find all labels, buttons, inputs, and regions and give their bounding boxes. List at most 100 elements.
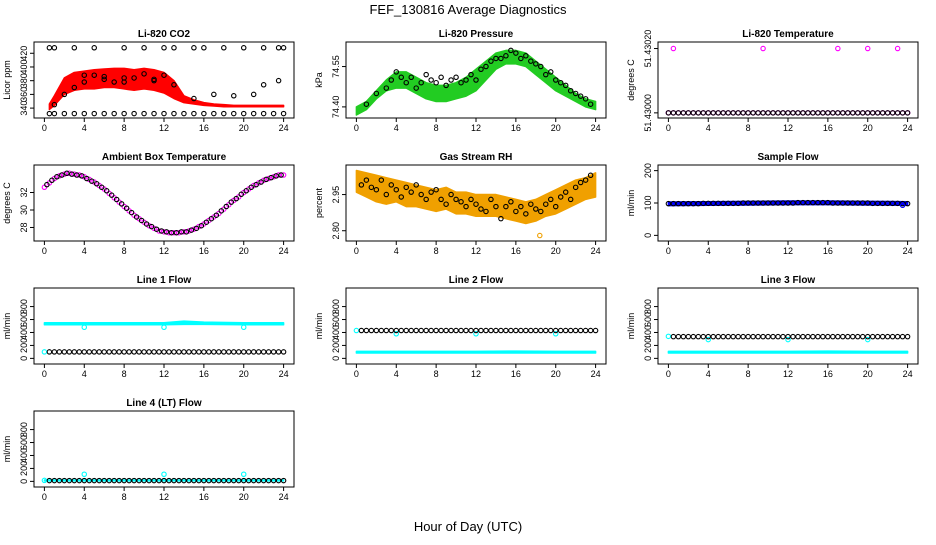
data-point xyxy=(458,79,464,86)
data-point xyxy=(81,324,88,331)
data-point xyxy=(260,82,267,88)
data-point xyxy=(98,184,105,191)
data-point xyxy=(51,349,58,355)
data-point xyxy=(775,333,781,340)
data-point xyxy=(46,45,53,51)
x-tick-label: 4 xyxy=(706,123,711,133)
data-point xyxy=(453,327,459,334)
data-point xyxy=(131,110,137,117)
data-point xyxy=(143,221,150,227)
data-point xyxy=(191,349,197,355)
data-point xyxy=(248,184,254,191)
panel-title: Li-820 CO2 xyxy=(138,29,191,40)
y-tick-label: 30 xyxy=(19,205,29,215)
x-tick-label: 8 xyxy=(434,246,439,256)
x-tick-label: 20 xyxy=(239,246,249,256)
x-tick-label: 20 xyxy=(239,123,249,133)
data-point xyxy=(780,333,786,340)
data-point xyxy=(211,349,217,355)
panel-data xyxy=(41,170,287,236)
data-point xyxy=(378,177,385,183)
data-point xyxy=(121,349,127,355)
data-point xyxy=(260,110,267,117)
data-point xyxy=(353,327,360,334)
data-point xyxy=(675,333,682,340)
data-point xyxy=(463,327,469,334)
x-tick-label: 24 xyxy=(279,246,289,256)
data-point xyxy=(373,327,380,334)
data-point xyxy=(240,110,247,117)
data-point xyxy=(830,200,836,206)
data-point xyxy=(231,110,237,117)
data-point xyxy=(508,199,514,205)
y-tick-label: 200 xyxy=(643,338,653,353)
data-point xyxy=(383,85,390,91)
data-point xyxy=(468,327,474,334)
data-point xyxy=(196,349,202,355)
panel-pressure: Li-820 Pressure kPa 0 4 8 12 16 20 24 74.40 74.55 xyxy=(314,29,607,133)
data-point xyxy=(458,199,464,205)
data-point xyxy=(705,336,712,343)
data-point xyxy=(463,77,469,83)
panel-title: Line 4 (LT) Flow xyxy=(126,398,202,409)
data-point xyxy=(730,333,736,340)
data-point xyxy=(240,324,247,331)
data-point xyxy=(523,53,529,59)
data-point xyxy=(413,327,419,334)
x-tick-label: 0 xyxy=(354,123,359,133)
data-point xyxy=(46,349,53,355)
x-tick-label: 20 xyxy=(239,369,249,379)
panel-ylabel: ml/min xyxy=(626,190,636,217)
data-point xyxy=(176,229,182,236)
data-point xyxy=(191,226,197,232)
y-tick-label: 51.43020 xyxy=(643,30,653,68)
data-point xyxy=(240,477,247,484)
x-tick-label: 12 xyxy=(471,369,481,379)
x-tick-label: 12 xyxy=(159,123,169,133)
data-point xyxy=(71,84,78,91)
data-point xyxy=(136,477,142,484)
data-point xyxy=(528,58,534,64)
data-point xyxy=(528,201,534,207)
panel-frame xyxy=(657,41,919,119)
x-tick-label: 20 xyxy=(863,369,873,379)
data-point xyxy=(61,349,68,355)
data-point xyxy=(201,110,207,117)
data-point xyxy=(815,333,821,340)
data-point xyxy=(483,327,489,334)
data-point xyxy=(800,199,806,206)
data-point xyxy=(478,66,484,72)
data-point xyxy=(188,227,195,233)
panel-title: Sample Flow xyxy=(757,152,818,163)
data-point xyxy=(547,196,554,203)
data-point xyxy=(483,208,489,215)
data-point xyxy=(894,200,901,207)
data-point xyxy=(685,110,692,116)
data-point xyxy=(820,333,826,340)
data-point xyxy=(41,477,48,484)
data-point xyxy=(840,200,846,206)
panel-licor_temp: Li-820 Temperature degrees C 0 4 8 12 16 20 24 51… xyxy=(626,29,919,133)
y-tick-label: 200 xyxy=(19,338,29,353)
data-point xyxy=(191,477,197,484)
x-tick-label: 12 xyxy=(783,369,793,379)
data-point xyxy=(393,69,400,75)
data-point xyxy=(493,55,499,62)
data-point xyxy=(51,477,58,484)
data-point xyxy=(755,200,761,206)
data-point xyxy=(191,95,197,102)
data-point xyxy=(904,200,911,207)
panel-sample_flow: Sample Flow ml/min 0 4 8 12 16 20 24 0 100 200 xyxy=(626,152,919,256)
data-point xyxy=(116,477,122,484)
data-point xyxy=(221,45,227,51)
panel-ylabel: percent xyxy=(314,187,324,218)
data-point xyxy=(178,229,185,235)
data-point xyxy=(171,477,177,484)
data-point xyxy=(859,110,866,116)
data-point xyxy=(874,110,881,116)
x-tick-label: 16 xyxy=(823,123,833,133)
data-point xyxy=(700,200,707,207)
data-point xyxy=(403,184,409,191)
data-point xyxy=(193,225,200,232)
